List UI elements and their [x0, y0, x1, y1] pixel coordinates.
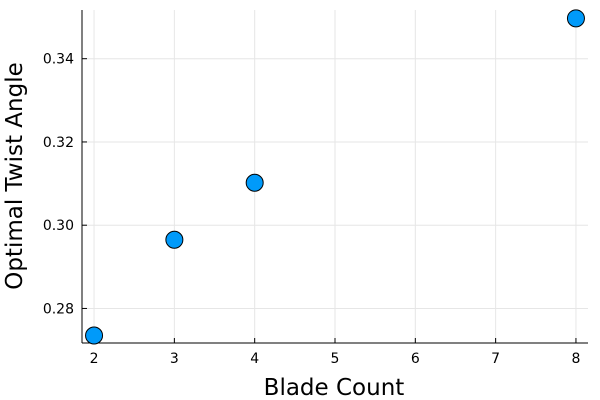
data-point	[165, 230, 184, 249]
x-axis-label: Blade Count	[264, 375, 405, 400]
data-point	[566, 9, 585, 28]
x-tick-label: 7	[491, 351, 500, 367]
x-tick-label: 3	[170, 351, 179, 367]
y-tick-label: 0.34	[43, 52, 74, 68]
x-tick-label: 5	[331, 351, 340, 367]
y-tick-label: 0.30	[43, 218, 74, 234]
x-tick-label: 4	[250, 351, 259, 367]
data-point	[85, 326, 104, 345]
y-axis-label: Optimal Twist Angle	[2, 62, 28, 290]
y-tick-labels: 0.28 0.30 0.32 0.34	[43, 52, 74, 318]
grid-lines	[82, 10, 588, 343]
x-tick-label: 8	[571, 351, 580, 367]
y-tick-label: 0.28	[43, 301, 74, 317]
y-tick-label: 0.32	[43, 135, 74, 151]
data-point	[245, 173, 264, 192]
x-tick-labels: 2 3 4 5 6 7 8	[90, 351, 581, 367]
x-tick-label: 2	[90, 351, 99, 367]
x-tick-label: 6	[411, 351, 420, 367]
data-points	[85, 9, 585, 345]
